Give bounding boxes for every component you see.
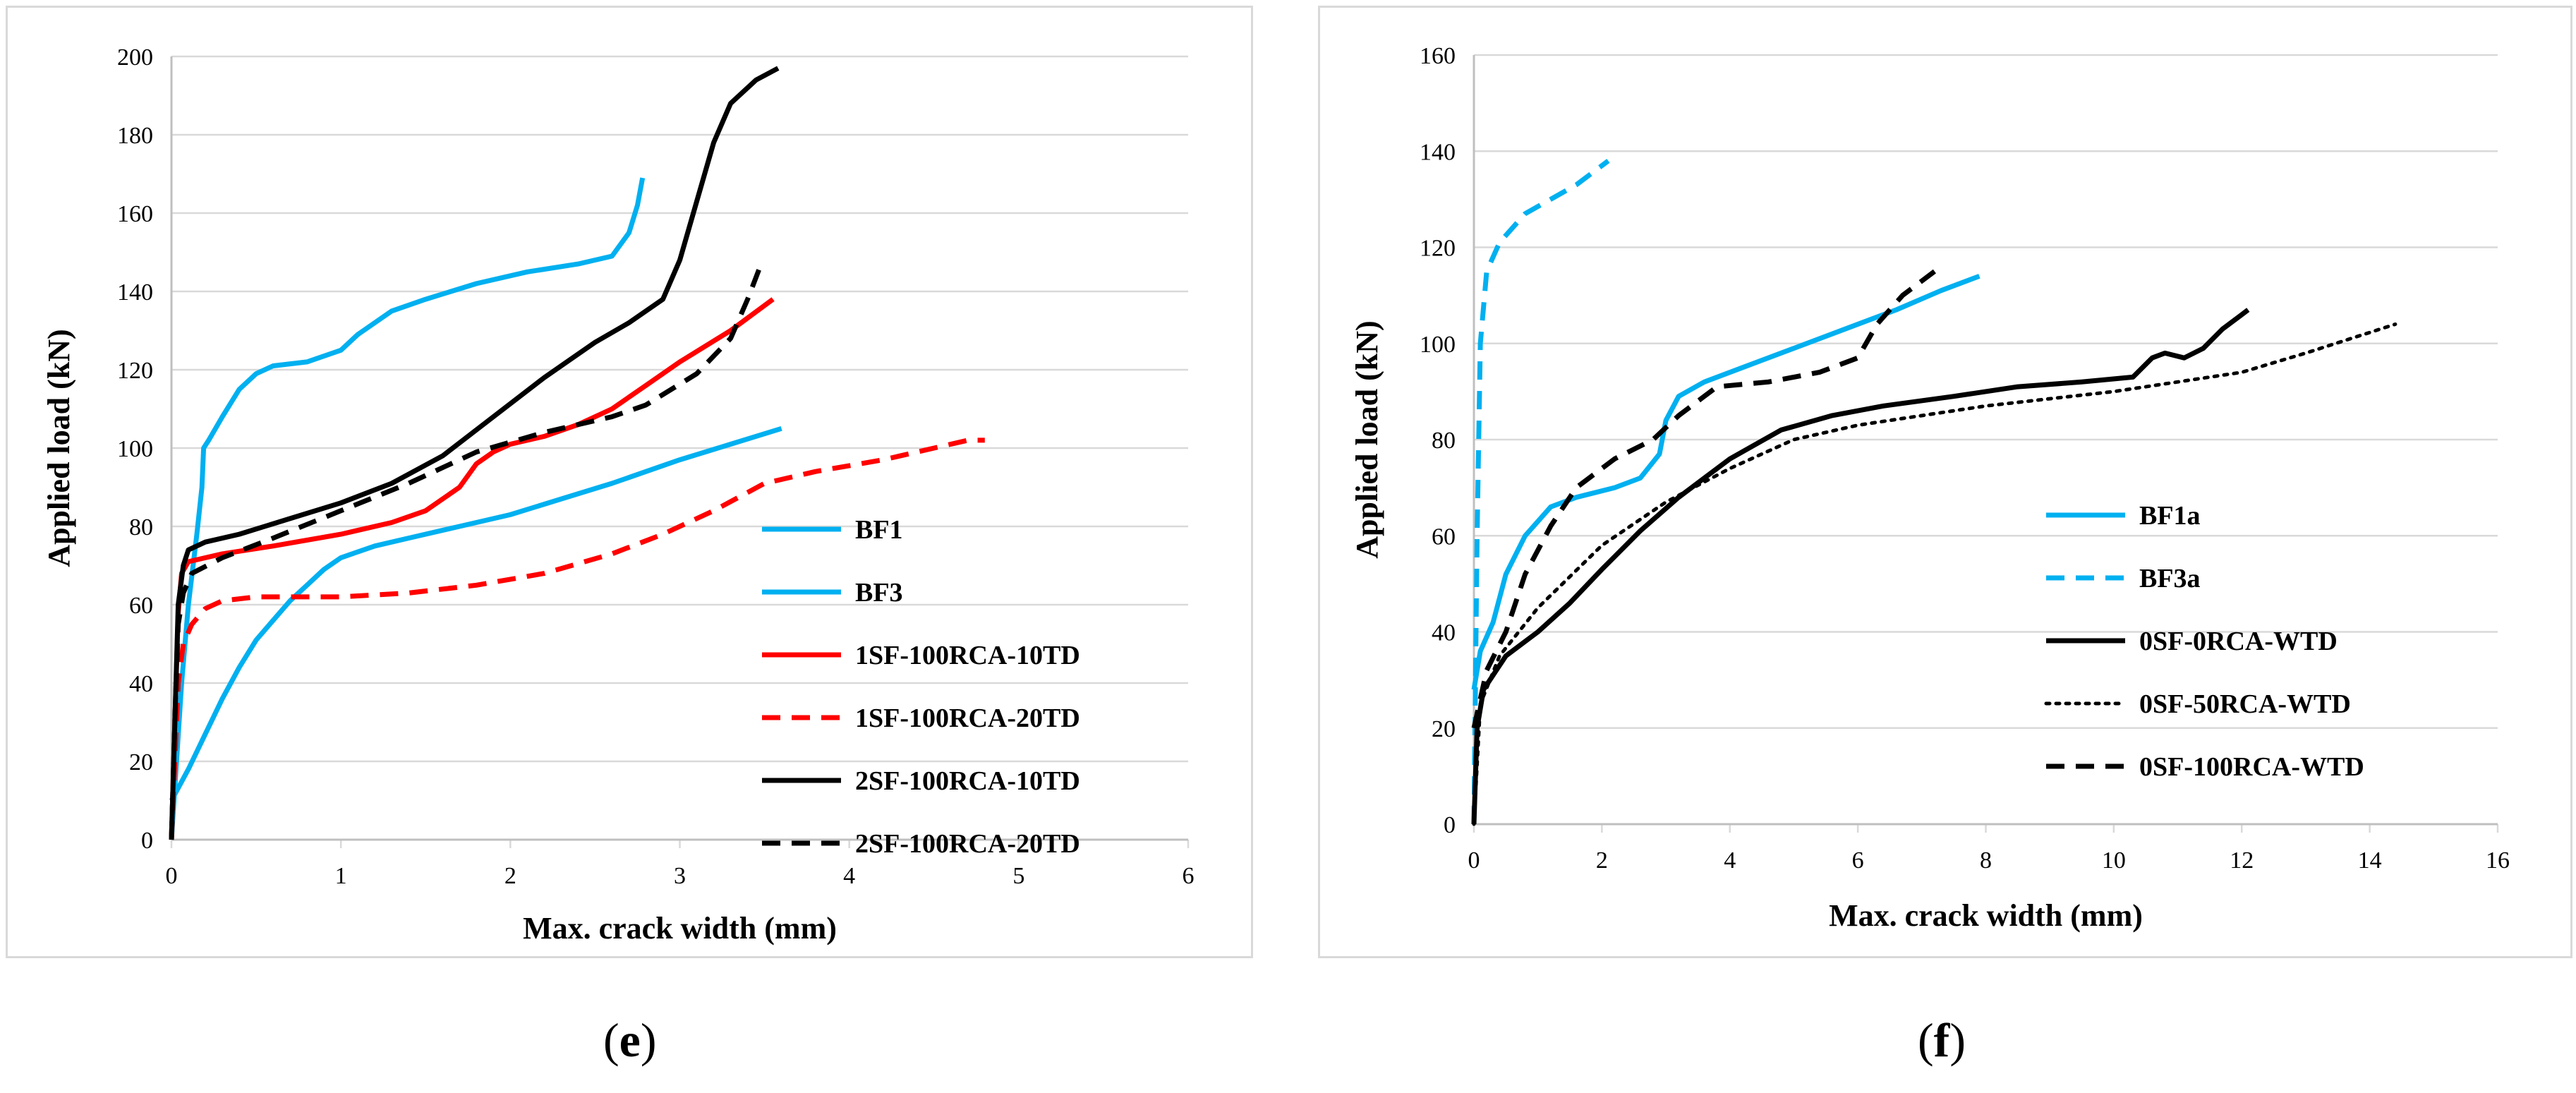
legend-label-f-4: 0SF-100RCA-WTD (2139, 752, 2364, 782)
y-tick-label-e-7: 140 (117, 279, 153, 306)
y-axis-title-e: Applied load (kN) (42, 329, 76, 567)
x-tick-label-f-3: 6 (1852, 847, 1864, 874)
panel-label-f-open: ( (1918, 1013, 1934, 1067)
series-line-f-0 (1471, 274, 1981, 690)
y-tick-label-f-3: 60 (1432, 524, 1456, 550)
x-tick-label-e-4: 4 (843, 863, 855, 889)
legend-label-e-4: 2SF-100RCA-10TD (855, 766, 1080, 796)
chart-panel-f (1318, 6, 2572, 958)
y-tick-label-e-1: 20 (129, 749, 153, 775)
x-tick-label-f-7: 14 (2358, 847, 2382, 874)
x-tick-label-e-0: 0 (166, 863, 178, 889)
y-tick-label-e-6: 120 (117, 358, 153, 384)
x-tick-label-e-1: 1 (335, 863, 347, 889)
y-tick-label-e-10: 200 (117, 44, 153, 71)
x-tick-label-e-3: 3 (674, 863, 686, 889)
panel-label-e-open: ( (603, 1013, 619, 1067)
legend-label-e-3: 1SF-100RCA-20TD (855, 703, 1080, 733)
series-line-e-3 (169, 437, 985, 840)
x-tick-label-f-2: 4 (1724, 847, 1736, 874)
y-tick-label-f-4: 80 (1432, 428, 1456, 454)
panel-label-e-letter: e (619, 1013, 641, 1067)
legend-label-e-5: 2SF-100RCA-20TD (855, 829, 1080, 859)
legend-label-f-3: 0SF-50RCA-WTD (2139, 689, 2351, 719)
x-axis-title-e: Max. crack width (mm) (523, 911, 837, 946)
y-tick-label-e-9: 180 (117, 123, 153, 149)
x-tick-label-e-5: 5 (1012, 863, 1024, 889)
x-tick-label-f-8: 16 (2486, 847, 2510, 874)
x-tick-label-f-1: 2 (1596, 847, 1608, 874)
y-tick-label-f-5: 100 (1420, 332, 1456, 358)
series-line-e-4 (169, 66, 780, 840)
y-tick-label-e-4: 80 (129, 514, 153, 541)
series-line-e-0 (169, 425, 782, 802)
series-line-e-5 (169, 262, 764, 840)
x-tick-label-f-6: 12 (2230, 847, 2254, 874)
x-axis-title-f: Max. crack width (mm) (1829, 898, 2143, 933)
y-tick-label-f-6: 120 (1420, 236, 1456, 262)
legend-label-f-0: BF1a (2139, 501, 2201, 531)
y-tick-label-f-0: 0 (1444, 812, 1456, 838)
panel-label-f: (f) (1918, 1013, 1966, 1068)
y-tick-label-f-7: 140 (1420, 139, 1456, 165)
y-axis-title-f: Applied load (kN) (1350, 320, 1384, 558)
chart-panel-e (6, 6, 1253, 958)
x-tick-label-f-5: 10 (2102, 847, 2126, 874)
y-tick-label-e-5: 100 (117, 436, 153, 462)
y-tick-label-f-2: 40 (1432, 620, 1456, 646)
y-tick-label-e-8: 160 (117, 201, 153, 227)
legend-label-f-2: 0SF-0RCA-WTD (2139, 627, 2338, 656)
legend-label-f-1: BF3a (2139, 564, 2201, 593)
x-tick-label-f-0: 0 (1468, 847, 1480, 874)
panel-label-e-close: ) (640, 1013, 657, 1067)
y-tick-label-f-1: 20 (1432, 716, 1456, 742)
legend-label-e-1: BF3 (855, 578, 903, 608)
y-tick-label-f-8: 160 (1420, 43, 1456, 69)
x-tick-label-f-4: 8 (1980, 847, 1992, 874)
legend-label-e-2: 1SF-100RCA-10TD (855, 641, 1080, 670)
series-line-f-2 (1471, 308, 2250, 825)
legend-label-e-0: BF1 (855, 515, 903, 545)
series-line-f-3 (1472, 322, 2397, 826)
y-tick-label-e-3: 60 (129, 593, 153, 619)
x-tick-label-e-2: 2 (504, 863, 516, 889)
panel-label-f-close: ) (1949, 1013, 1966, 1067)
panel-label-e: (e) (603, 1013, 657, 1068)
y-tick-label-e-2: 40 (129, 671, 153, 697)
x-tick-label-e-6: 6 (1183, 863, 1195, 889)
panel-label-f-letter: f (1933, 1013, 1950, 1067)
series-line-f-4 (1471, 269, 1937, 729)
y-tick-label-e-0: 0 (141, 828, 153, 854)
